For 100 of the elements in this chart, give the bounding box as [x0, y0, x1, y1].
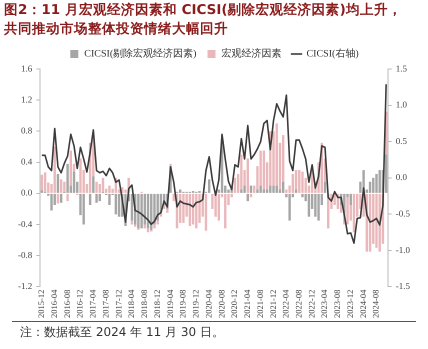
bar: [108, 194, 111, 206]
bar: [179, 189, 182, 193]
bar: [350, 194, 352, 206]
bar: [130, 220, 134, 224]
bar: [262, 150, 266, 190]
bar: [188, 194, 192, 226]
bar: [156, 194, 159, 221]
y2-tick-label: -1.0: [396, 244, 410, 255]
bar: [314, 194, 317, 217]
y-tick-label: -1.2: [18, 281, 32, 292]
bar: [144, 224, 146, 228]
y-tick-label: 1.2: [20, 94, 32, 104]
bar: [88, 194, 92, 206]
bar: [288, 194, 291, 221]
bar: [240, 154, 243, 190]
bar: [246, 194, 249, 202]
bar: [218, 194, 220, 221]
bar: [40, 190, 44, 193]
bar: [56, 174, 60, 193]
bar: [95, 182, 98, 193]
bar: [266, 189, 268, 193]
bar: [317, 194, 320, 221]
chart-title: 图2：11 月宏观经济因素和 CICSI(剔除宏观经济因素)均上升，共同推动市场整体投资情绪大幅回升: [3, 1, 403, 39]
bar: [208, 179, 210, 193]
x-tick-label: 2016-08: [62, 290, 72, 318]
x-tick-label: 2021-08: [254, 290, 265, 318]
bar: [108, 186, 111, 193]
bar: [60, 179, 62, 193]
bar: [243, 186, 246, 193]
bar: [368, 182, 372, 193]
bar: [182, 194, 185, 223]
legend-label: CICSI(右轴): [306, 48, 359, 60]
y2-tick-label: 1.0: [396, 100, 408, 110]
x-tick-label: 2015-12: [36, 290, 46, 318]
bar: [294, 189, 298, 193]
bar: [234, 178, 236, 193]
x-tick-label: 2020-12: [229, 290, 240, 318]
bar: [70, 150, 72, 186]
x-tick-label: 2019-12: [190, 290, 201, 318]
y-tick-label: 1.6: [20, 63, 33, 74]
legend-label: CICSI(剔除宏观经济因素): [84, 48, 197, 60]
bar: [372, 178, 374, 193]
x-tick-label: 2023-12: [344, 290, 355, 318]
bar: [298, 170, 300, 193]
x-tick-label: 2022-12: [306, 290, 316, 318]
bar: [282, 182, 284, 193]
bar: [246, 158, 249, 193]
x-tick-label: 2016-12: [74, 290, 85, 318]
bar: [66, 194, 69, 202]
bar: [114, 194, 118, 214]
x-tick-label: 2021-04: [242, 288, 252, 318]
x-tick-label: 2016-04: [48, 288, 59, 318]
x-tick-label: 2024-04: [358, 288, 368, 318]
bar: [308, 194, 310, 217]
bar: [40, 174, 44, 190]
x-tick-label: 2023-04: [319, 288, 330, 318]
x-tick-label: 2018-04: [126, 288, 136, 318]
x-tick-label: 2018-12: [152, 290, 162, 318]
bar: [368, 194, 372, 252]
y-tick-label: -0.8: [18, 250, 33, 260]
x-tick-label: 2023-08: [332, 290, 342, 318]
bar: [130, 194, 134, 221]
x-tick-label: 2018-08: [139, 290, 150, 318]
bar: [214, 194, 217, 217]
bar: [262, 189, 266, 193]
bar: [240, 189, 243, 193]
x-tick-label: 2019-08: [178, 290, 188, 318]
bar: [259, 186, 262, 193]
y2-tick-label: 0.5: [396, 136, 408, 146]
x-tick-label: 2022-08: [294, 290, 304, 318]
bar: [204, 194, 208, 231]
text: 注：数据截至 2024 年 11 月 30 日。: [20, 324, 225, 341]
x-tick-label: 2019-04: [164, 288, 175, 318]
bar: [134, 224, 136, 227]
bar: [60, 194, 62, 203]
bar: [98, 194, 101, 202]
y-tick-label: -0.4: [18, 218, 33, 229]
bar: [276, 186, 278, 193]
bar: [384, 154, 388, 193]
bar: [195, 194, 198, 228]
bar: [292, 174, 294, 193]
bar: [137, 194, 140, 228]
bar: [144, 194, 146, 224]
bar: [118, 194, 120, 217]
x-tick-label: 2017-12: [113, 290, 124, 318]
bar: [54, 146, 56, 193]
x-tick-label: 2020-04: [203, 288, 214, 318]
bar: [95, 194, 98, 203]
y-tick-label: 0.0: [20, 188, 33, 198]
y-tick-label: 0.8: [20, 126, 33, 136]
bar: [333, 194, 336, 206]
bar: [327, 194, 330, 228]
x-tick-label: 2017-08: [100, 290, 110, 318]
x-tick-label: 2024-08: [370, 290, 381, 318]
x-tick-label: 2017-04: [88, 288, 98, 318]
y2-tick-label: 0.0: [396, 172, 408, 182]
bar: [63, 182, 66, 192]
bar: [276, 123, 278, 186]
x-tick-label: 2022-04: [280, 288, 291, 318]
x-tick-label: 2021-12: [268, 290, 278, 318]
